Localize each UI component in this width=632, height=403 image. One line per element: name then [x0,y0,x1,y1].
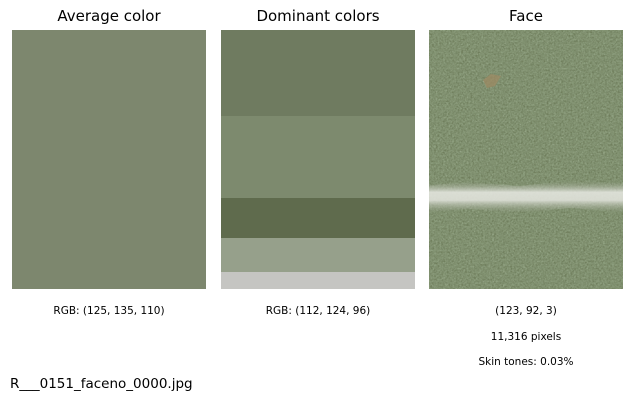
dominant-swatch-4 [221,238,415,272]
dominant-colors-rgb: RGB: (112, 124, 96) [265,305,371,317]
dominant-swatch-2 [221,116,415,198]
dominant-swatch-5 [221,272,415,289]
average-color-title: Average color [57,7,161,25]
face-skin-tones: Skin tones: 0.03% [478,356,574,368]
dominant-colors-palette [221,30,415,289]
filename-label: R___0151_faceno_0000.jpg [10,376,193,392]
average-color-swatch [12,30,206,289]
face-pixel-count: 11,316 pixels [490,331,562,343]
dominant-colors-title: Dominant colors [256,7,380,25]
average-color-rgb: RGB: (125, 135, 110) [53,305,165,317]
dominant-swatch-1 [221,30,415,116]
face-image [429,30,623,289]
dominant-swatch-3 [221,198,415,238]
face-title: Face [509,7,543,25]
face-rgb: (123, 92, 3) [495,305,557,317]
